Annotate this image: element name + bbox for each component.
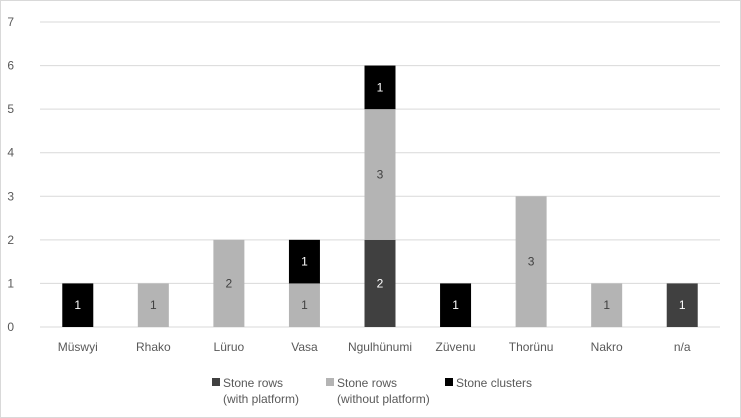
legend-label: Stone clusters [456, 376, 532, 390]
y-tick-label: 5 [7, 102, 14, 116]
data-label: 1 [74, 298, 81, 312]
data-label: 1 [679, 298, 686, 312]
x-category-label: Lüruo [214, 340, 245, 354]
y-tick-label: 6 [7, 59, 14, 73]
legend-label: Stone rows [337, 376, 397, 390]
y-tick-label: 3 [7, 189, 14, 203]
x-category-label: Rhako [136, 340, 171, 354]
legend: Stone rows (with platform) Stone rows (with… [212, 376, 532, 406]
data-label: 1 [301, 298, 308, 312]
data-label: 1 [150, 298, 157, 312]
x-category-label: Vasa [291, 340, 318, 354]
x-axis-categories: Müswyi Rhako Lüruo Vasa Ngulhünumi Züvenu Thor… [58, 340, 691, 354]
legend-swatch [445, 378, 453, 386]
data-label: 2 [226, 276, 233, 290]
legend-label: (with platform) [223, 392, 299, 406]
legend-label: (without platform) [337, 392, 430, 406]
data-label: 1 [603, 298, 610, 312]
x-category-label: Thorünu [509, 340, 554, 354]
x-category-label: Züvenu [436, 340, 476, 354]
y-tick-label: 0 [7, 320, 14, 334]
legend-swatch [212, 378, 220, 386]
y-tick-label: 4 [7, 146, 14, 160]
y-tick-label: 2 [7, 233, 14, 247]
x-category-label: Nakro [591, 340, 623, 354]
data-label: 3 [377, 168, 384, 182]
data-label: 1 [452, 298, 459, 312]
y-axis-ticks: 0 1 2 3 4 5 6 7 [7, 15, 14, 334]
x-category-label: n/a [674, 340, 691, 354]
legend-label: Stone rows [223, 376, 283, 390]
y-tick-label: 7 [7, 15, 14, 29]
x-category-label: Ngulhünumi [348, 340, 412, 354]
data-label: 1 [377, 80, 384, 94]
legend-swatch [326, 378, 334, 386]
x-category-label: Müswyi [58, 340, 98, 354]
data-label: 3 [528, 255, 535, 269]
data-label: 2 [377, 276, 384, 290]
y-tick-label: 1 [7, 276, 14, 290]
data-label: 1 [301, 255, 308, 269]
